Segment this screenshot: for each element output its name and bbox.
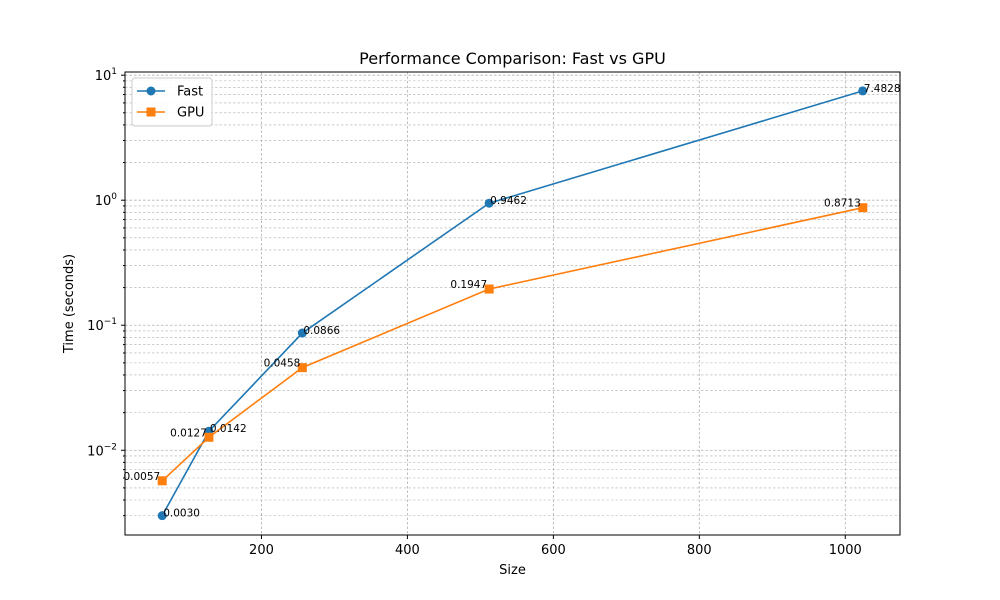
y-tick-label: 100 xyxy=(95,192,118,209)
y-tick-label: 10−2 xyxy=(87,442,117,459)
legend: Fast GPU xyxy=(131,77,213,127)
plot-area xyxy=(124,71,901,536)
x-axis-label: Size xyxy=(499,563,526,578)
data-label-fast: 7.4828 xyxy=(864,83,901,95)
x-tick-label: 200 xyxy=(249,543,274,558)
legend-label-fast: Fast xyxy=(177,85,203,100)
data-point-gpu xyxy=(204,432,214,442)
x-tick-label: 1000 xyxy=(829,543,862,558)
data-labels: 0.0030 0.0142 0.0866 0.9462 7.4828 0.0057 0.01… xyxy=(123,83,900,520)
x-tick-label: 400 xyxy=(395,543,420,558)
data-label-gpu: 0.0057 xyxy=(123,471,160,483)
legend-label-gpu: GPU xyxy=(177,106,204,121)
chart-title: Performance Comparison: Fast vs GPU xyxy=(359,49,666,68)
x-tick-label: 800 xyxy=(687,543,712,558)
axis-ticks: 200 400 600 800 1000 10−2 10−1 100 101 xyxy=(87,67,862,558)
data-label-fast: 0.0866 xyxy=(303,325,340,337)
grid xyxy=(125,72,900,535)
y-axis-label: Time (seconds) xyxy=(62,254,77,354)
data-label-gpu: 0.0127 xyxy=(170,427,207,439)
legend-marker-gpu xyxy=(146,107,156,117)
y-tick-label: 101 xyxy=(95,67,117,84)
y-tick-label: 10−1 xyxy=(87,317,117,334)
data-point-gpu xyxy=(297,363,307,373)
data-point-gpu xyxy=(858,203,868,213)
data-point-fast xyxy=(157,511,167,521)
data-label-gpu: 0.0458 xyxy=(264,358,301,370)
data-label-fast: 0.0030 xyxy=(163,508,200,520)
data-point-fast xyxy=(297,328,307,338)
data-point-fast xyxy=(484,198,494,208)
data-label-fast: 0.0142 xyxy=(210,423,247,435)
data-label-gpu: 0.1947 xyxy=(450,279,487,291)
series-group xyxy=(157,86,868,521)
legend-marker-fast xyxy=(146,86,156,96)
data-label-gpu: 0.8713 xyxy=(824,198,861,210)
x-tick-label: 600 xyxy=(541,543,566,558)
data-label-fast: 0.9462 xyxy=(490,195,527,207)
data-point-gpu xyxy=(157,476,167,486)
data-point-fast xyxy=(858,86,868,96)
data-point-gpu xyxy=(484,284,494,294)
